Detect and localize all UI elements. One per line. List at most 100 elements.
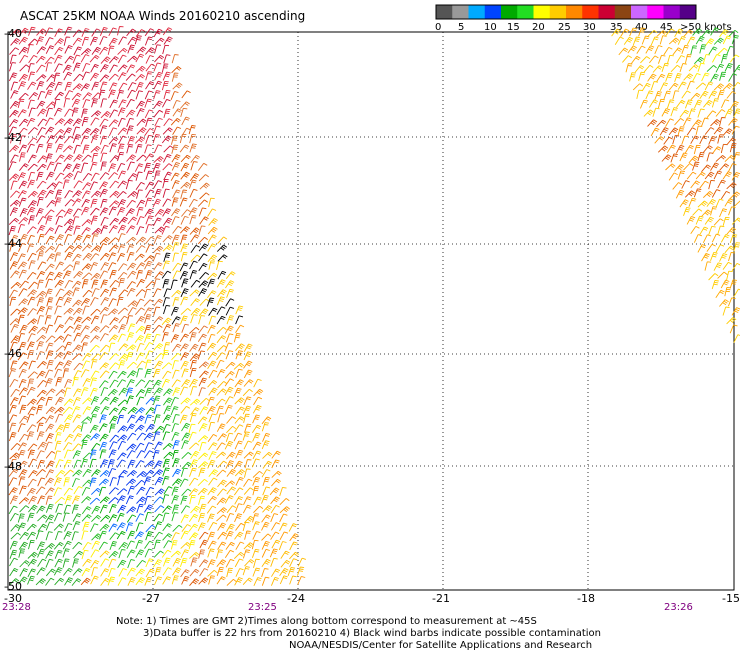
- wind-barb: [153, 100, 163, 109]
- wind-barb: [36, 351, 45, 360]
- wind-barb: [170, 550, 181, 558]
- wind-barb: [180, 162, 190, 172]
- wind-barb: [162, 27, 173, 36]
- wind-barb: [81, 316, 92, 324]
- wind-barb: [180, 181, 191, 189]
- wind-barb: [135, 100, 145, 110]
- wind-barb: [99, 236, 111, 244]
- wind-barb: [125, 73, 136, 81]
- wind-barb: [27, 154, 37, 163]
- wind-barb: [244, 459, 252, 469]
- lon-label: -30: [4, 592, 22, 605]
- wind-barb: [199, 441, 207, 452]
- wind-barb: [116, 414, 125, 425]
- time-labels: 23:28 23:25 23:26: [2, 602, 693, 613]
- wind-barb: [189, 143, 197, 153]
- wind-barb: [144, 36, 153, 46]
- wind-barb: [684, 54, 692, 64]
- wind-barb: [224, 325, 234, 334]
- wind-barb: [37, 216, 47, 225]
- wind-barb: [179, 197, 188, 207]
- wind-barb: [701, 252, 710, 262]
- wind-barb: [62, 548, 70, 558]
- lat-label: -50: [4, 580, 22, 593]
- wind-barb: [153, 306, 161, 316]
- wind-barb: [62, 163, 72, 172]
- wind-barb: [216, 326, 227, 335]
- wind-barb: [18, 298, 29, 306]
- wind-barb: [163, 118, 173, 127]
- wind-barb: [170, 396, 179, 406]
- wind-barb: [189, 578, 200, 586]
- wind-barb: [226, 425, 237, 434]
- wind-barb: [225, 432, 234, 442]
- wind-barb: [136, 207, 144, 217]
- wind-barb: [108, 127, 118, 137]
- wind-barb: [681, 180, 690, 189]
- wind-barb: [82, 92, 93, 100]
- wind-barb: [99, 252, 110, 261]
- wind-barb: [54, 81, 63, 91]
- wind-barb: [127, 406, 138, 415]
- wind-barb: [125, 109, 136, 118]
- wind-barb: [217, 413, 225, 423]
- wind-barb: [136, 270, 143, 280]
- wind-barb: [172, 524, 183, 532]
- wind-barb: [144, 28, 155, 37]
- wind-barb: [127, 300, 138, 308]
- wind-barb: [710, 206, 717, 216]
- wind-barb: [197, 162, 208, 171]
- wind-barb: [90, 117, 100, 126]
- wind-barb: [108, 163, 117, 173]
- wind-barb: [663, 90, 671, 100]
- wind-barb: [9, 289, 18, 299]
- wind-barb: [189, 215, 197, 225]
- wind-barb: [64, 414, 74, 423]
- wind-barb: [72, 397, 81, 406]
- wind-barb: [143, 288, 151, 299]
- wind-barb: [252, 450, 262, 460]
- wind-barb: [118, 360, 126, 370]
- wind-barb: [145, 81, 155, 90]
- wind-barb: [727, 297, 736, 307]
- wind-barb: [135, 90, 143, 100]
- wind-barb: [235, 324, 245, 334]
- wind-barb: [668, 37, 680, 45]
- wind-barb: [127, 173, 138, 181]
- wind-barb: [216, 369, 226, 378]
- wind-barb: [125, 478, 137, 486]
- wind-barb: [18, 288, 28, 297]
- wind-barb: [145, 397, 156, 405]
- wind-barb: [242, 521, 250, 532]
- wind-barb: [46, 297, 54, 307]
- wind-barb: [45, 45, 55, 54]
- wind-barb: [713, 83, 724, 91]
- wind-barb: [109, 317, 119, 326]
- wind-barb: [708, 273, 719, 281]
- wind-barb: [90, 297, 99, 306]
- wind-barb: [91, 469, 101, 477]
- wind-barb: [54, 46, 64, 56]
- wind-barb: [28, 54, 38, 64]
- wind-barb: [198, 174, 209, 182]
- wind-barb: [235, 406, 245, 415]
- wind-barb: [145, 71, 153, 81]
- wind-barb: [36, 297, 45, 307]
- wind-barb: [726, 182, 737, 190]
- wind-barb: [279, 506, 290, 514]
- wind-barb: [724, 287, 731, 297]
- wind-barb: [162, 505, 172, 513]
- wind-barb: [100, 262, 110, 271]
- wind-barb: [162, 323, 172, 333]
- wind-barb: [45, 521, 54, 531]
- wind-barb: [19, 54, 29, 64]
- wind-barb: [654, 45, 663, 54]
- wind-barb: [234, 513, 243, 523]
- wind-barb: [162, 443, 173, 450]
- wind-barb: [208, 218, 218, 226]
- wind-barb: [100, 216, 109, 226]
- wind-barb: [190, 307, 201, 316]
- wind-barb: [224, 386, 234, 396]
- legend-label: 20: [532, 22, 545, 33]
- wind-barb: [118, 315, 129, 324]
